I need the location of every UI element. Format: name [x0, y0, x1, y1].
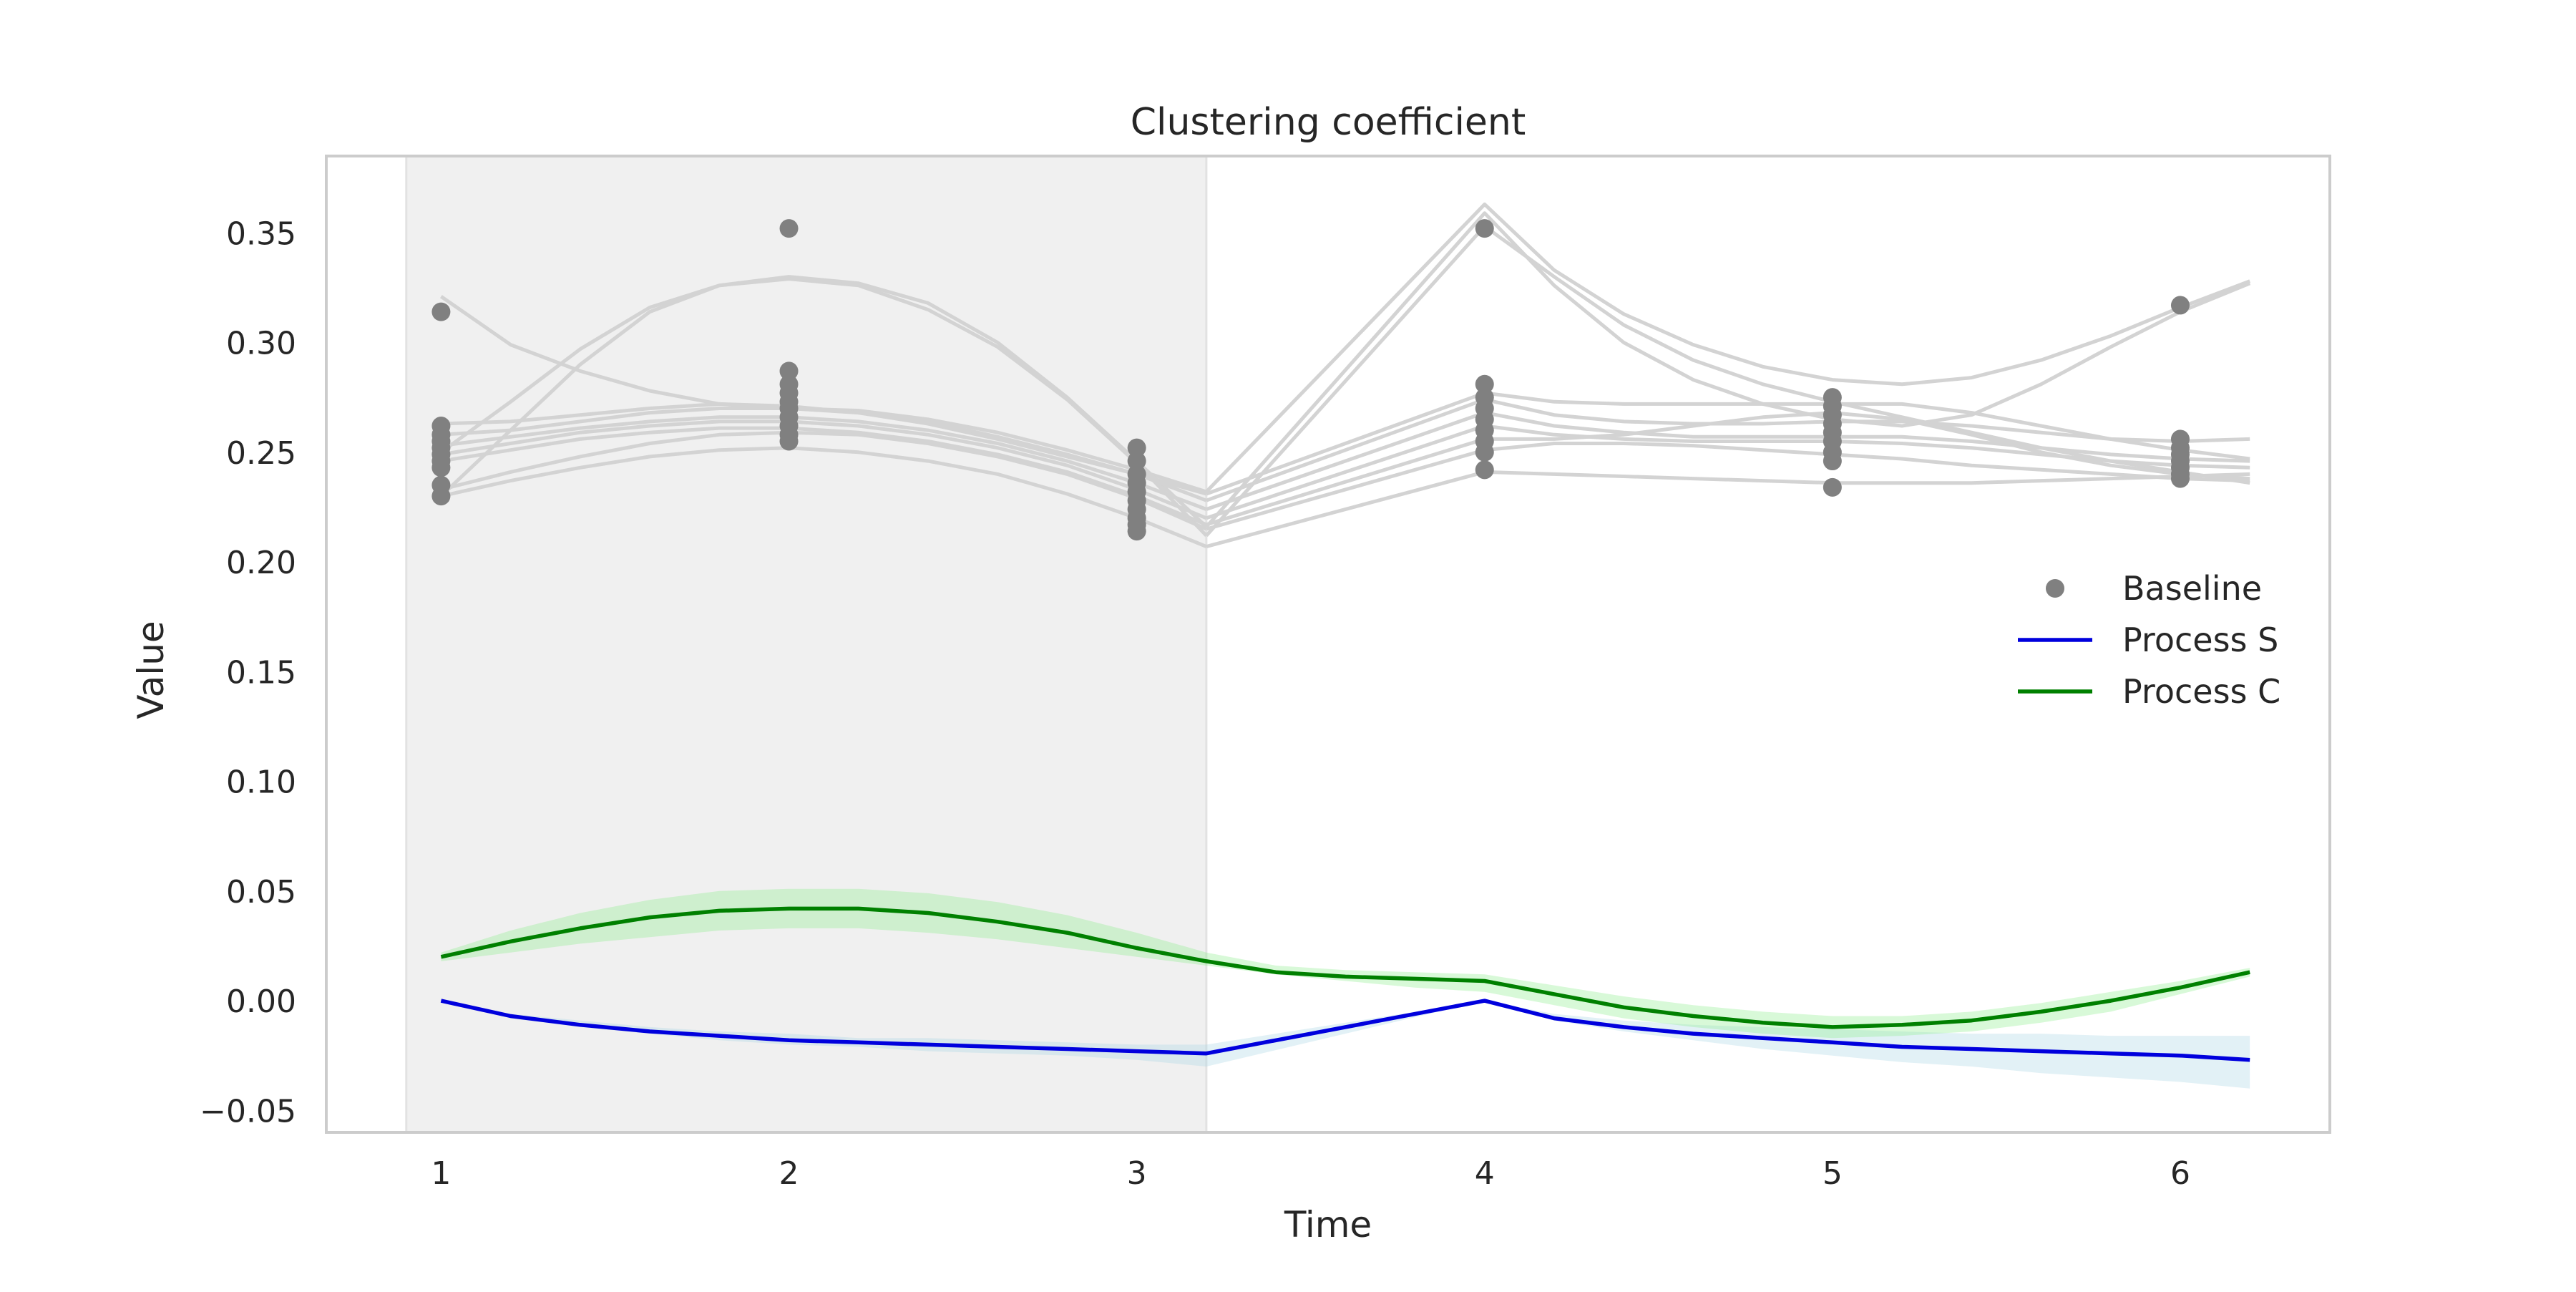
series-line-1 — [440, 906, 2250, 1029]
plot-area: 1 2 3 4 5 6 −0.05 0.00 0.05 0.10 0.15 0.20 0.25 0.30 0… — [200, 155, 2331, 1192]
baseline-point-3-7 — [1475, 442, 1494, 462]
trace-line-0-7 — [441, 426, 1207, 527]
baseline-point-5-7 — [2170, 469, 2190, 488]
baseline-point-1-1 — [779, 361, 799, 381]
y-tick-label: −0.05 — [200, 1093, 296, 1130]
trace-line-1-0 — [1205, 202, 2251, 493]
y-tick-label: 0.20 — [226, 545, 296, 581]
x-tick-label: 3 — [1127, 1155, 1147, 1192]
y-tick-label: 0.30 — [226, 326, 296, 362]
baseline-point-0-0 — [431, 302, 451, 321]
baseline-point-4-8 — [1823, 477, 1842, 497]
x-tick-label: 4 — [1475, 1155, 1495, 1192]
trace-line-0-4 — [441, 407, 1207, 502]
baseline-point-0-7 — [431, 458, 451, 477]
y-tick-label: 0.25 — [226, 435, 296, 472]
baseline-point-3-0 — [1475, 219, 1494, 238]
legend-marker-0 — [2046, 579, 2064, 598]
trace-line-0-6 — [441, 419, 1207, 520]
baseline-point-3-1 — [1475, 374, 1494, 394]
y-tick-label: 0.00 — [226, 983, 296, 1020]
baseline-point-4-7 — [1823, 452, 1842, 471]
legend: Baseline Process S Process C — [2018, 569, 2280, 711]
baseline-point-0-9 — [431, 487, 451, 506]
baseline-point-2-0 — [1127, 438, 1146, 457]
trace-line-0-8 — [440, 430, 1207, 531]
baseline-point-3-8 — [1475, 460, 1494, 480]
legend-label-1: Process S — [2122, 621, 2278, 659]
baseline-point-2-9 — [1127, 522, 1146, 541]
y-tick-label: 0.35 — [226, 215, 296, 252]
baseline-point-1-0 — [779, 219, 799, 238]
series-line-0 — [440, 999, 2250, 1062]
y-tick-label: 0.10 — [226, 764, 296, 801]
series-band-1 — [441, 888, 2250, 1039]
trace-line-0-9 — [440, 446, 1207, 548]
trace-line-0-5 — [441, 415, 1207, 511]
chart-title: Clustering coefficient — [1131, 101, 1526, 144]
legend-label-2: Process C — [2122, 672, 2280, 711]
baseline-point-1-9 — [779, 432, 799, 451]
x-axis-label: Time — [1284, 1204, 1372, 1245]
y-tick-label: 0.15 — [226, 654, 296, 691]
plot-frame — [325, 155, 2331, 1134]
x-tick-label: 6 — [2170, 1155, 2190, 1192]
y-tick-label: 0.05 — [226, 874, 296, 910]
x-tick-label: 1 — [431, 1155, 451, 1192]
trace-line-0-2 — [439, 277, 1208, 538]
shaded-region — [405, 155, 1208, 1134]
y-axis-label: Value — [130, 621, 172, 719]
baseline-point-2-1 — [1127, 452, 1146, 471]
x-tick-label: 5 — [1823, 1155, 1843, 1192]
legend-label-0: Baseline — [2122, 569, 2262, 608]
baseline-point-5-0 — [2170, 296, 2190, 315]
x-tick-label: 2 — [779, 1155, 799, 1192]
